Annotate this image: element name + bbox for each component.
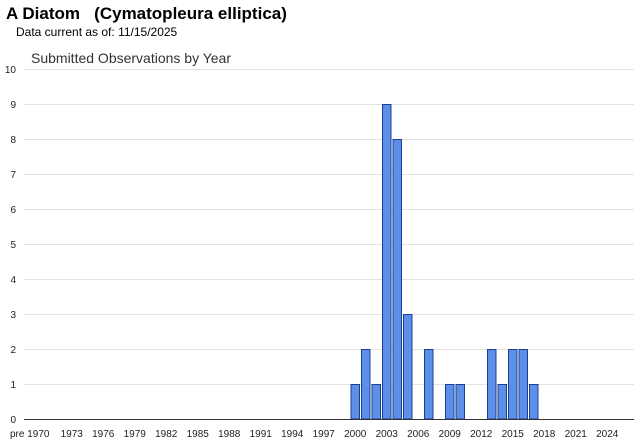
x-tick-label-1982: 1982	[155, 429, 178, 440]
bar-2016	[518, 349, 528, 420]
y-tick-label-6: 6	[10, 205, 16, 216]
y-tick-label-0: 0	[10, 415, 16, 426]
bar-2017	[529, 384, 539, 420]
y-tick-label-7: 7	[10, 170, 16, 181]
bar-2009	[445, 384, 455, 420]
x-tick-label-1979: 1979	[124, 429, 147, 440]
bar-2007	[424, 349, 434, 420]
bar-2005	[403, 314, 413, 420]
chart-gridlines	[24, 69, 634, 385]
data-current-date: 11/15/2025	[118, 25, 178, 39]
x-tick-label-2006: 2006	[407, 429, 430, 440]
bar-2014	[497, 384, 507, 420]
x-tick-label-1985: 1985	[187, 429, 210, 440]
chart-bars	[350, 104, 539, 420]
x-tick-label-1973: 1973	[61, 429, 84, 440]
y-tick-label-5: 5	[10, 240, 16, 251]
x-tick-label-1997: 1997	[313, 429, 336, 440]
bar-2015	[508, 349, 518, 420]
common-name: A Diatom	[6, 4, 80, 23]
data-current-note: Data current as of: 11/15/2025	[16, 25, 177, 39]
y-tick-label-4: 4	[10, 275, 16, 286]
y-tick-label-1: 1	[10, 380, 16, 391]
chart-title: Submitted Observations by Year	[31, 50, 231, 66]
bar-2002	[371, 384, 381, 420]
bar-2013	[487, 349, 497, 420]
y-tick-label-8: 8	[10, 135, 16, 146]
x-tick-label-1991: 1991	[250, 429, 273, 440]
x-tick-label-2009: 2009	[439, 429, 462, 440]
y-tick-label-2: 2	[10, 345, 16, 356]
bar-2000	[350, 384, 360, 420]
y-axis: 0 1 2 3 4 5 6 7 8 9 10	[5, 65, 17, 426]
x-tick-label-2021: 2021	[565, 429, 588, 440]
x-tick-label-2015: 2015	[502, 429, 525, 440]
y-tick-label-9: 9	[10, 100, 16, 111]
y-tick-label-3: 3	[10, 310, 16, 321]
x-tick-label-1994: 1994	[281, 429, 304, 440]
y-tick-label-10: 10	[5, 65, 17, 76]
bar-2003	[382, 104, 392, 420]
bar-2010	[455, 384, 465, 420]
x-tick-label-1976: 1976	[92, 429, 115, 440]
x-tick-label-2012: 2012	[470, 429, 493, 440]
x-axis: pre 1970 1973 1976 1979 1982 1985 1988 1991 1994…	[10, 419, 634, 440]
x-tick-label-2003: 2003	[376, 429, 399, 440]
x-tick-label-pre-1970: pre 1970	[10, 429, 50, 440]
bar-2001	[361, 349, 371, 420]
bar-2004	[392, 139, 402, 420]
x-tick-label-2024: 2024	[596, 429, 619, 440]
data-current-label: Data current as of:	[16, 25, 115, 39]
species-title: A Diatom (Cymatopleura elliptica)	[6, 4, 287, 24]
chart-header: A Diatom (Cymatopleura elliptica)	[6, 4, 287, 24]
x-tick-label-2018: 2018	[533, 429, 556, 440]
scientific-name: (Cymatopleura elliptica)	[94, 4, 287, 23]
x-tick-label-2000: 2000	[344, 429, 367, 440]
x-tick-label-1988: 1988	[218, 429, 241, 440]
